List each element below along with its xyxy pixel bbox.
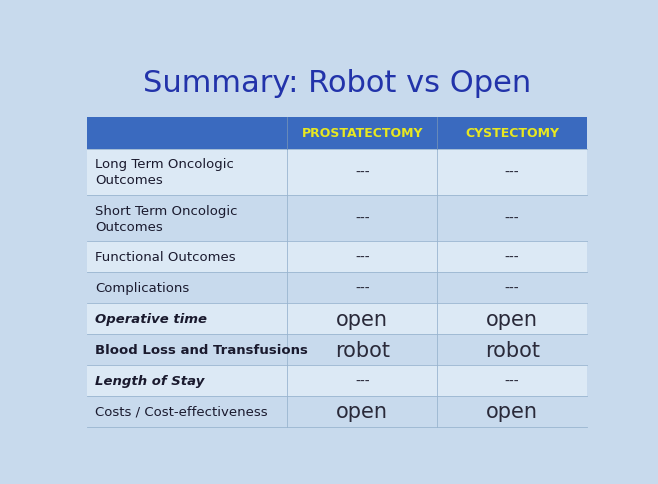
Text: PROSTATECTOMY: PROSTATECTOMY <box>301 127 423 140</box>
Text: Short Term Oncologic
Outcomes: Short Term Oncologic Outcomes <box>95 204 238 233</box>
Text: ---: --- <box>355 374 370 388</box>
Text: CYSTECTOMY: CYSTECTOMY <box>465 127 559 140</box>
Text: ---: --- <box>505 374 519 388</box>
Bar <box>88 150 587 196</box>
Text: open: open <box>336 402 388 422</box>
Text: Operative time: Operative time <box>95 313 207 326</box>
Bar <box>88 242 587 273</box>
Bar <box>88 365 587 396</box>
Text: Summary: Robot vs Open: Summary: Robot vs Open <box>143 69 532 98</box>
Text: Blood Loss and Transfusions: Blood Loss and Transfusions <box>95 344 308 356</box>
Text: robot: robot <box>485 340 540 360</box>
Bar <box>88 303 587 334</box>
Text: ---: --- <box>505 250 519 264</box>
Text: open: open <box>486 402 538 422</box>
Text: ---: --- <box>355 166 370 180</box>
Bar <box>88 334 587 365</box>
Text: Costs / Cost-effectiveness: Costs / Cost-effectiveness <box>95 405 268 418</box>
Text: ---: --- <box>355 212 370 226</box>
Text: Complications: Complications <box>95 282 190 295</box>
Text: Functional Outcomes: Functional Outcomes <box>95 251 236 264</box>
Text: ---: --- <box>505 166 519 180</box>
Text: robot: robot <box>335 340 390 360</box>
Text: open: open <box>486 309 538 329</box>
Text: Long Term Oncologic
Outcomes: Long Term Oncologic Outcomes <box>95 158 234 187</box>
Bar <box>88 196 587 242</box>
Bar <box>88 273 587 303</box>
Text: ---: --- <box>505 281 519 295</box>
Text: ---: --- <box>505 212 519 226</box>
Text: ---: --- <box>355 281 370 295</box>
Text: Length of Stay: Length of Stay <box>95 374 205 387</box>
Bar <box>88 396 587 427</box>
Text: ---: --- <box>355 250 370 264</box>
Bar <box>88 118 587 150</box>
Text: open: open <box>336 309 388 329</box>
